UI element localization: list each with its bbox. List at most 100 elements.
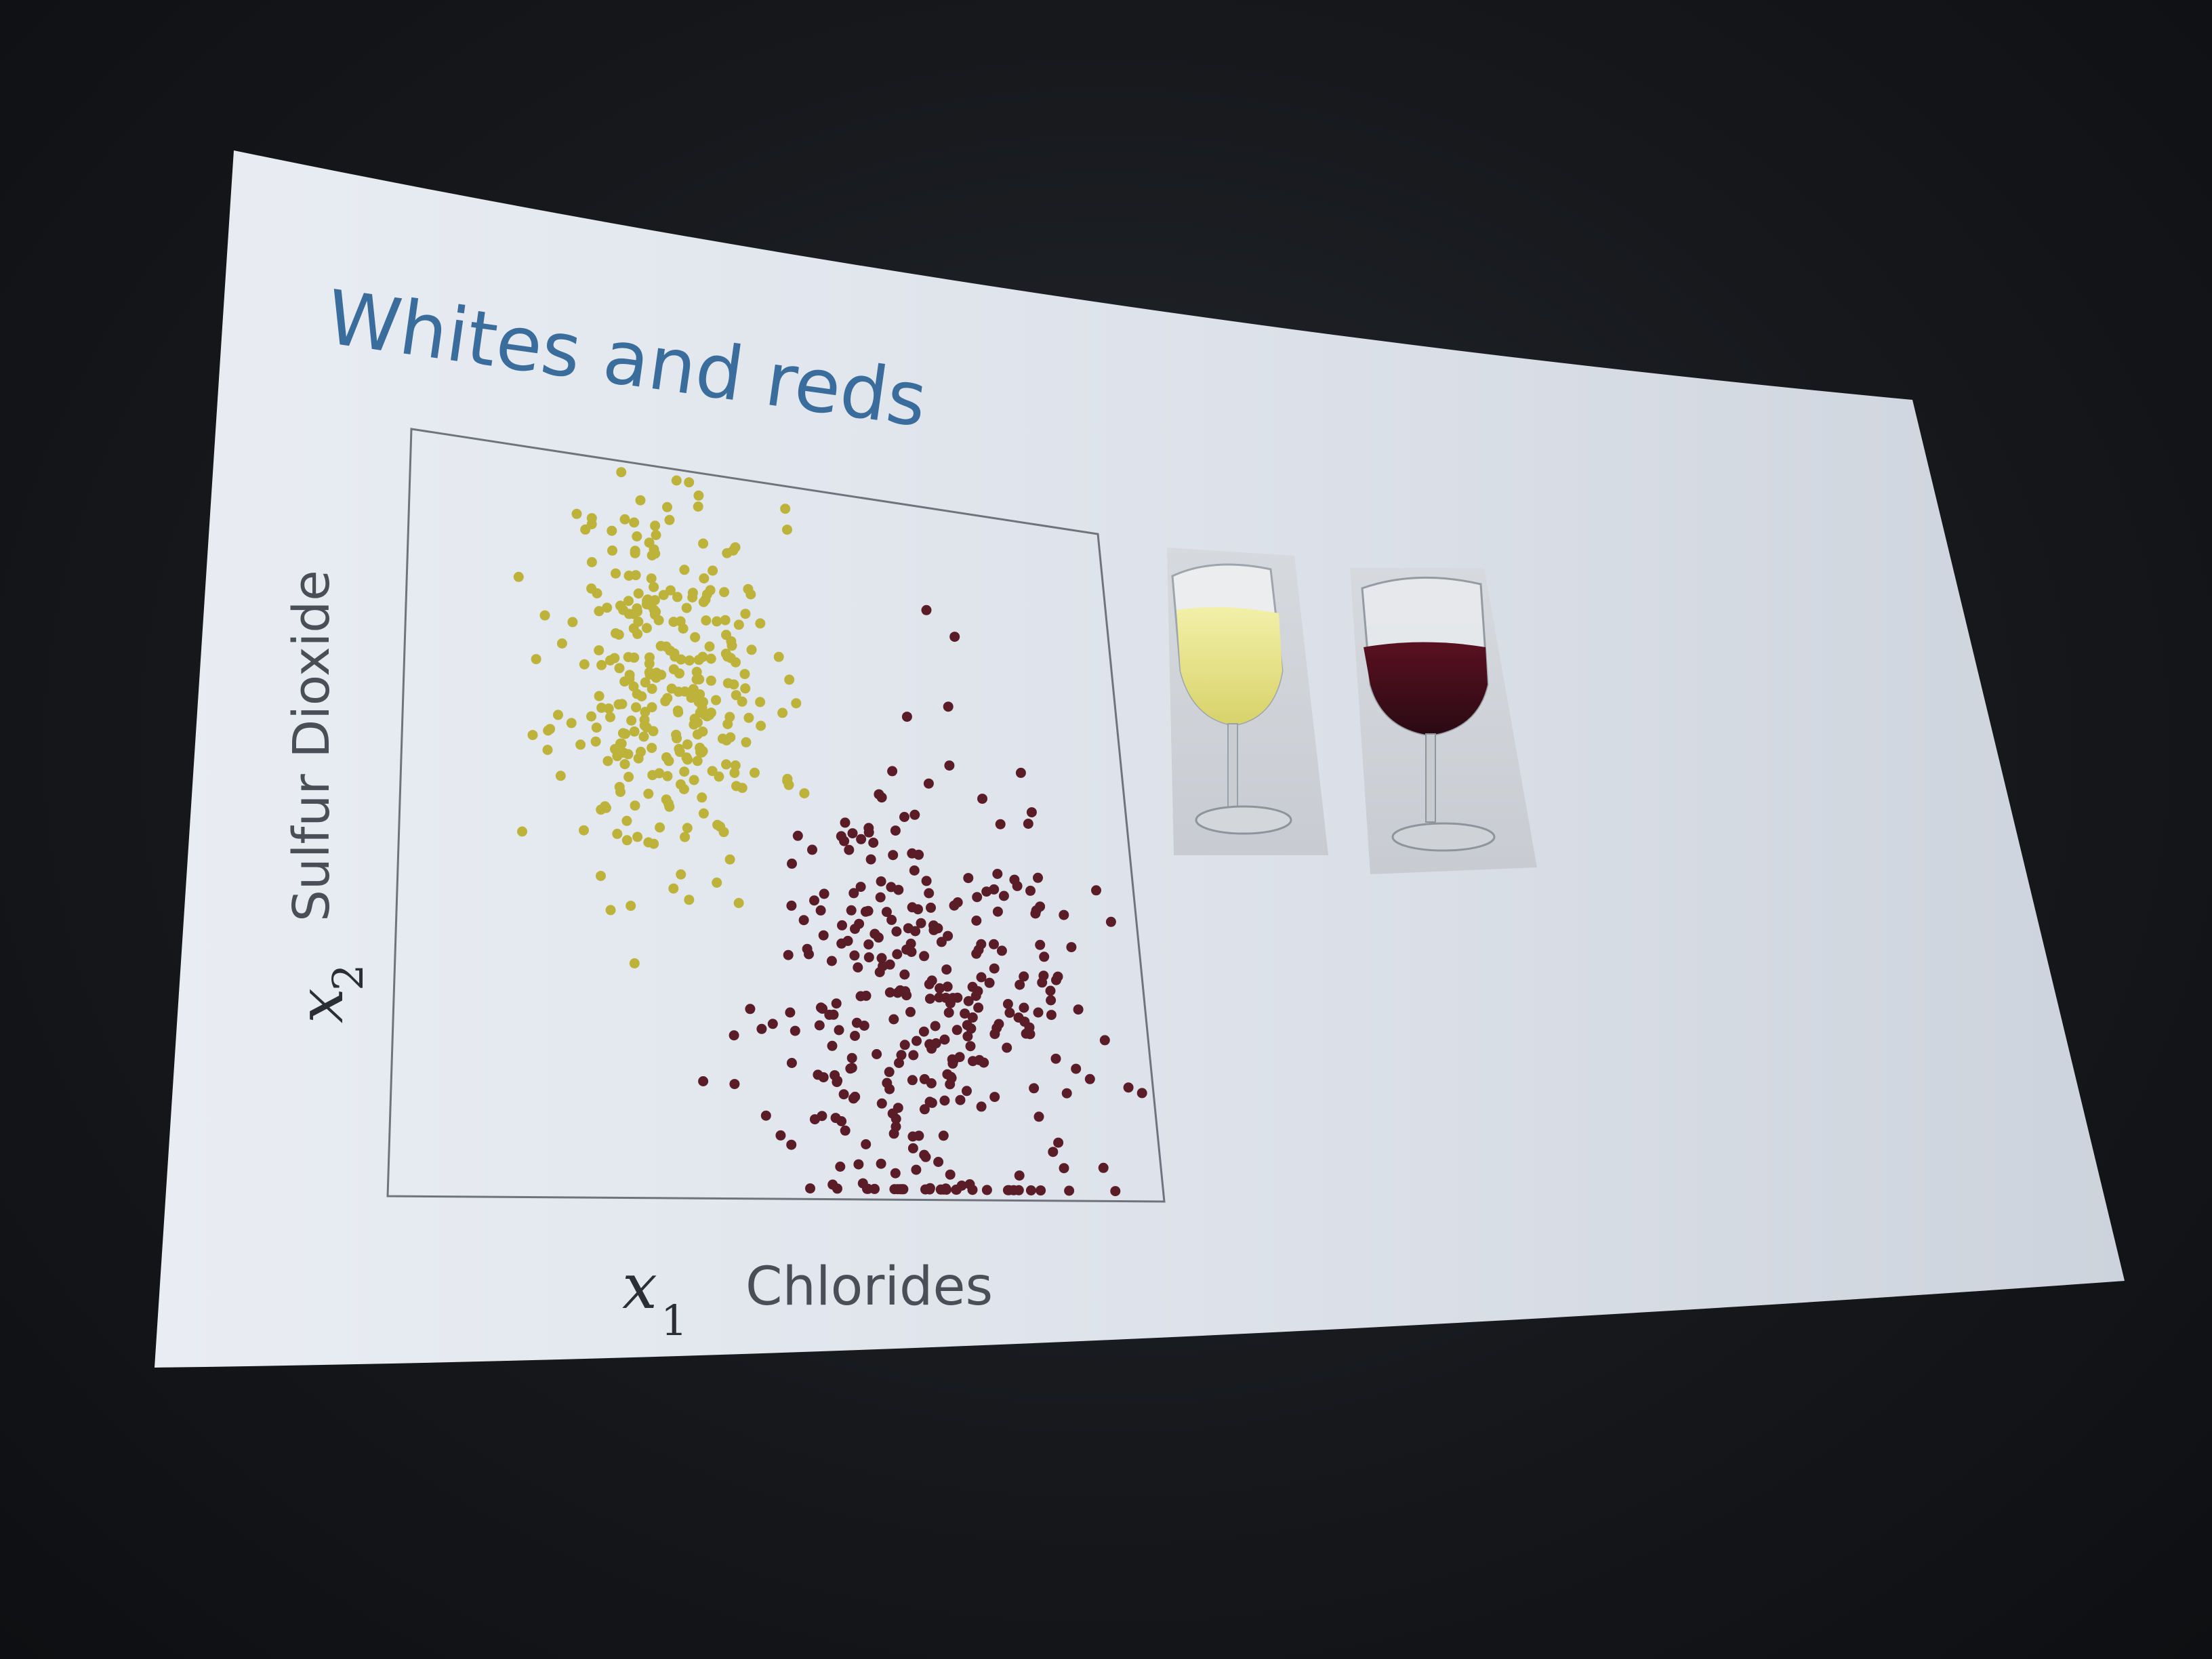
red-wine-point — [729, 1079, 740, 1090]
red-wine-point — [1019, 1002, 1029, 1013]
white-wine-point — [527, 730, 538, 741]
white-wine-point — [690, 632, 701, 642]
red-wine-point — [855, 882, 866, 893]
red-wine-point — [840, 1125, 851, 1136]
white-wine-point — [708, 565, 718, 576]
white-wine-point — [662, 771, 673, 781]
red-wine-point — [1004, 1007, 1015, 1018]
white-wine-point — [623, 749, 634, 760]
red-wine-point — [955, 1094, 966, 1105]
white-wine-point — [644, 667, 655, 678]
red-wine-point — [832, 1183, 842, 1194]
red-wine-point — [977, 794, 987, 804]
red-wine-point — [830, 1070, 840, 1081]
red-wine-point — [1059, 1163, 1069, 1174]
white-wine-point — [617, 728, 628, 739]
white-wine-point — [647, 683, 657, 694]
red-wine-point — [901, 990, 912, 1001]
red-wine-point — [760, 1110, 771, 1121]
red-wine-point — [976, 1101, 987, 1112]
red-wine-point — [1015, 979, 1025, 990]
red-wine-point — [827, 1040, 838, 1051]
red-wine-point — [837, 920, 847, 930]
white-wine-point — [739, 669, 750, 680]
white-wine-point — [632, 606, 642, 617]
red-wine-point — [1026, 807, 1037, 818]
white-wine-point — [707, 766, 718, 777]
white-wine-point — [773, 651, 784, 662]
red-wine-point — [836, 938, 847, 949]
white-wine-point — [605, 712, 615, 722]
red-wine-point — [745, 1004, 756, 1015]
white-wine-point — [684, 895, 695, 905]
white-wine-point — [594, 645, 605, 656]
white-wine-point — [714, 771, 724, 782]
white-wine-point — [655, 822, 665, 833]
red-wine-point — [1099, 1035, 1110, 1046]
white-wine-point — [699, 573, 710, 583]
red-wine-point — [945, 1071, 956, 1082]
white-wine-point — [605, 905, 616, 916]
white-wine-point — [567, 617, 578, 628]
red-wine-point — [934, 992, 945, 1003]
red-wine-point — [899, 969, 910, 980]
white-wine-point — [621, 815, 632, 826]
red-wine-point — [1019, 971, 1029, 982]
red-wine-point — [930, 1021, 941, 1031]
white-wine-point — [777, 708, 788, 718]
white-wine-point — [791, 698, 802, 709]
white-wine-point — [782, 525, 792, 535]
red-wine-point — [835, 1162, 846, 1172]
red-wine-point — [1046, 995, 1057, 1006]
red-wine-point — [786, 900, 797, 911]
red-wine-point — [984, 977, 995, 988]
red-wine-point — [1013, 1012, 1024, 1023]
white-wine-point — [624, 674, 635, 684]
white-wine-point — [682, 823, 693, 834]
red-wine-point — [1048, 1147, 1059, 1158]
white-wine-point — [693, 501, 703, 512]
red-wine-point — [729, 1030, 739, 1041]
red-wine-point — [888, 1128, 899, 1139]
red-wine-point — [872, 1049, 882, 1059]
white-wine-point — [571, 508, 582, 519]
red-wine-point — [963, 873, 974, 884]
white-wine-point — [631, 702, 641, 713]
red-wine-point — [899, 1040, 910, 1050]
white-wine-point — [575, 739, 586, 750]
x-axis-symbol: x — [622, 1250, 657, 1323]
red-wine-point — [919, 1149, 930, 1160]
white-wine-point — [596, 702, 607, 713]
red-wine-point — [756, 1023, 767, 1034]
red-wine-point — [775, 1130, 786, 1141]
y-axis-subscript: 2 — [323, 964, 373, 991]
white-wine-point — [698, 808, 709, 819]
red-wine-point — [860, 906, 871, 917]
white-wine-point — [680, 832, 690, 842]
red-wine-point — [767, 1019, 778, 1029]
white-wine-point — [579, 825, 589, 836]
x-axis-subscript: 1 — [661, 1296, 687, 1345]
red-wine-point — [918, 1026, 929, 1037]
red-wine-point — [954, 1052, 965, 1063]
white-wine-point — [596, 659, 607, 670]
red-wine-point — [949, 632, 960, 642]
white-wine-point — [692, 756, 703, 766]
red-wine-point — [996, 945, 1007, 956]
white-wine-point — [555, 771, 566, 781]
red-wine-point — [971, 916, 982, 926]
red-wine-point — [1025, 885, 1036, 896]
white-wine-point — [553, 710, 563, 720]
red-wine-point — [1023, 819, 1033, 829]
white-wine-point — [648, 726, 659, 737]
red-wine-point — [924, 994, 935, 1004]
white-wine-point — [740, 683, 751, 694]
red-wine-point — [916, 918, 926, 928]
red-wine-point — [894, 1058, 904, 1068]
red-wine-point — [909, 865, 920, 876]
white-wine-point — [693, 490, 704, 501]
red-wine-point — [846, 905, 857, 916]
red-wine-point — [798, 915, 809, 926]
white-wine-point — [613, 630, 624, 640]
red-wine-point — [967, 981, 978, 992]
